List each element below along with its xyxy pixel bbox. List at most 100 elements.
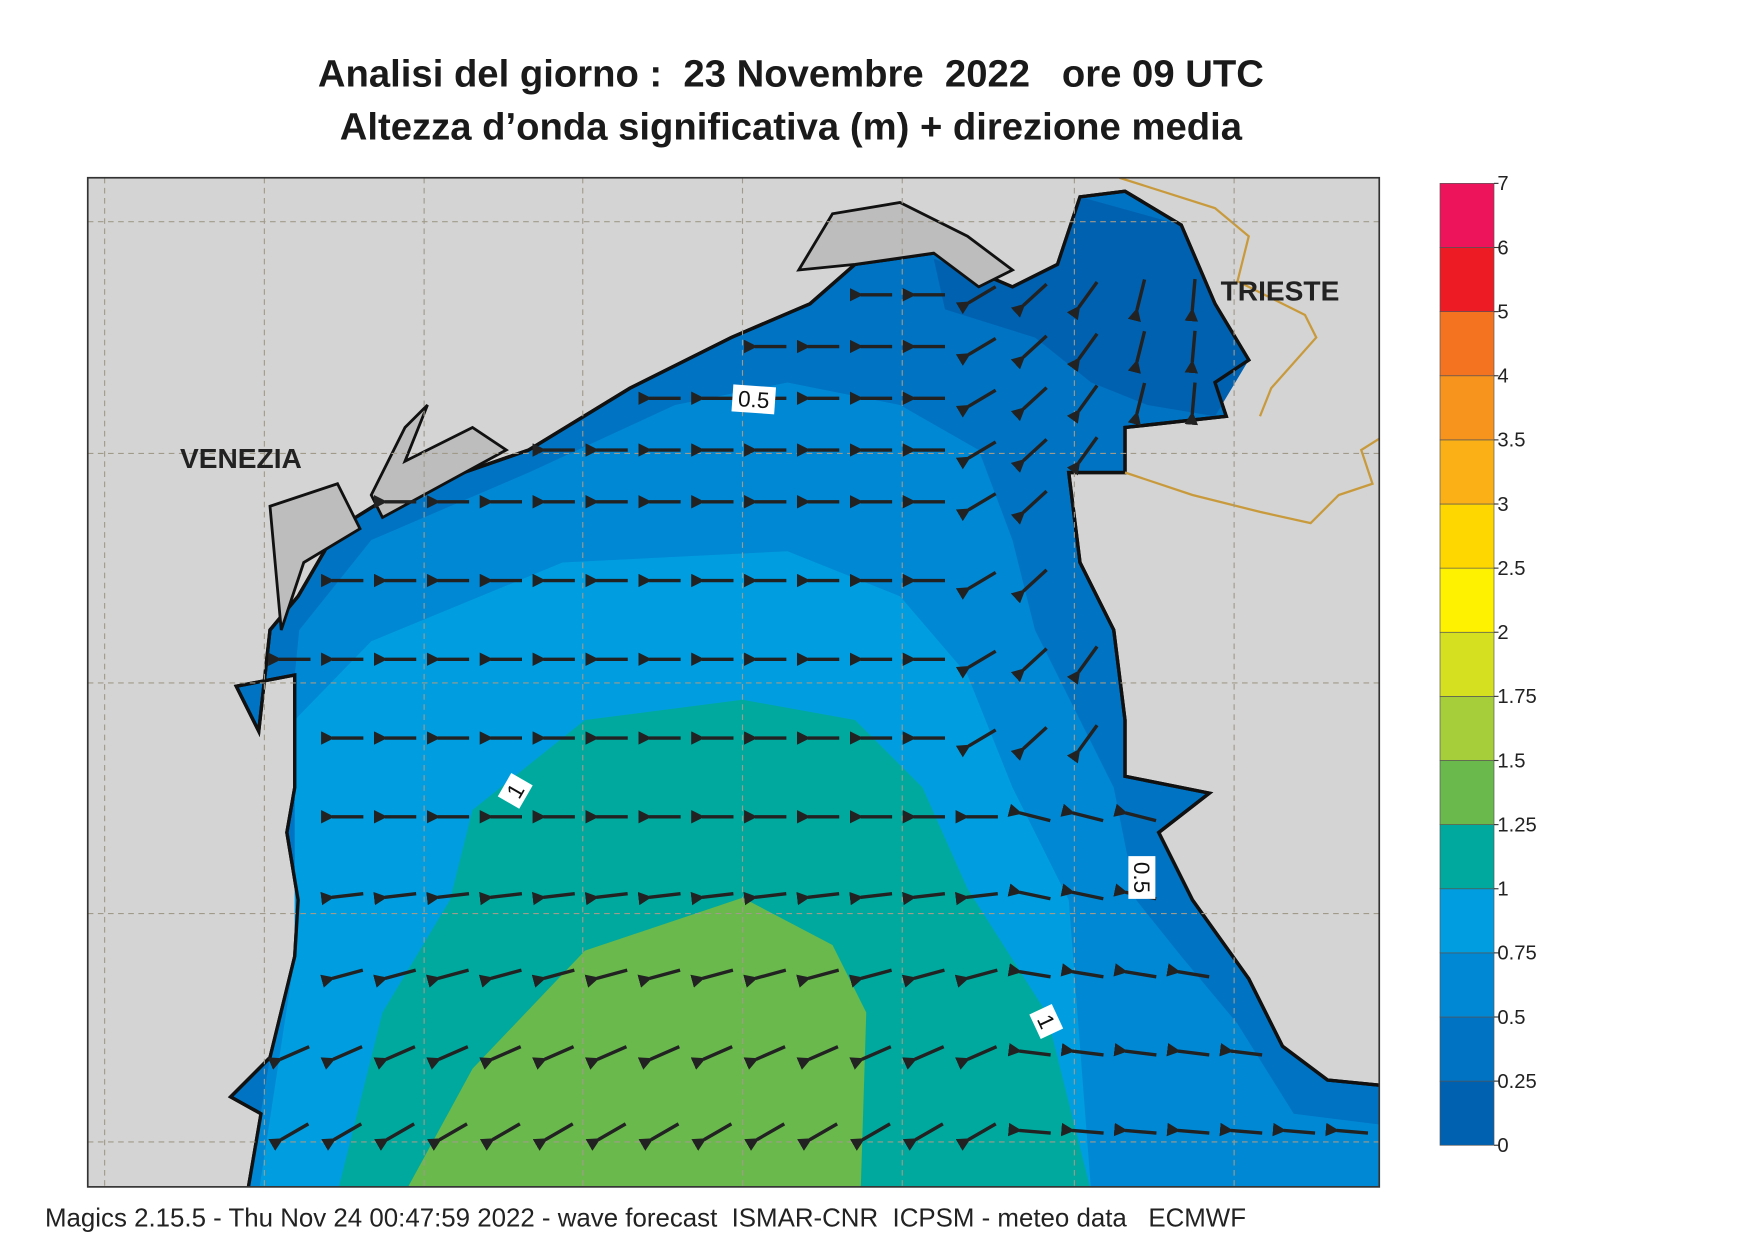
legend-swatch [1439, 1080, 1495, 1146]
arrow [1066, 645, 1099, 685]
arrow [1113, 1122, 1157, 1137]
subtitle: Altezza d’onda significativa (m) + direz… [340, 106, 1243, 149]
arrow [955, 336, 997, 366]
arrow [479, 891, 523, 906]
legend-tick-label: 0 [1497, 1135, 1508, 1157]
arrow [637, 968, 681, 988]
arrow [849, 1045, 892, 1070]
legend-tick-label: 2.5 [1497, 558, 1525, 580]
place-label: TRIESTE [1221, 275, 1340, 306]
arrow [954, 968, 998, 988]
arrow [531, 968, 575, 988]
arrow [1066, 384, 1099, 424]
legend-swatch [1439, 696, 1495, 761]
arrow [425, 968, 470, 988]
arrow [320, 891, 364, 906]
legend-tick-label: 1.75 [1497, 686, 1536, 708]
arrow [955, 570, 997, 600]
legend-tick-label: 7 [1497, 173, 1508, 195]
graticule [87, 177, 1380, 1187]
arrow [955, 440, 997, 470]
wave-zone [408, 897, 867, 1187]
arrow [479, 1122, 521, 1151]
arrow [479, 1045, 522, 1070]
legend-tick-label: 3.5 [1497, 430, 1525, 452]
arrow [1166, 1043, 1210, 1057]
contour-label: 1 [1029, 1004, 1064, 1039]
contour-label-box [1029, 1004, 1064, 1039]
arrow [1060, 883, 1104, 901]
arrow [1007, 883, 1051, 901]
legend-tick-label: 4 [1497, 366, 1508, 388]
arrow [1066, 724, 1099, 764]
legend-tick-label: 0.5 [1497, 1007, 1525, 1029]
legend-tick-label: 1.5 [1497, 750, 1525, 772]
arrow [1066, 332, 1099, 372]
legend-swatch [1439, 439, 1495, 505]
arrow [637, 891, 681, 906]
arrow [850, 1122, 891, 1151]
arrow [321, 1122, 363, 1151]
arrow [797, 1122, 838, 1151]
arrow [426, 891, 470, 906]
map-area [87, 177, 1380, 1187]
arrow [796, 968, 840, 988]
arrow [744, 1122, 786, 1151]
arrow [1007, 963, 1051, 979]
arrow [690, 891, 734, 906]
arrow [1113, 803, 1157, 823]
arrow [1127, 330, 1147, 374]
legend-swatch [1439, 567, 1495, 633]
arrow [1184, 330, 1199, 374]
arrow [427, 1122, 468, 1151]
arrow [848, 968, 893, 988]
legend-tick-label: 6 [1497, 237, 1508, 259]
arrow [1066, 436, 1099, 476]
lagoon-land [268, 201, 1016, 631]
place-label: VENEZIA [180, 443, 302, 474]
arrow [902, 1045, 945, 1070]
legend-swatch [1439, 375, 1495, 441]
legend-tick-label: 1 [1497, 879, 1508, 901]
arrow [320, 968, 364, 988]
arrow [1272, 1122, 1316, 1137]
legend-tick-label: 0.75 [1497, 943, 1536, 965]
legend-swatch [1439, 311, 1495, 377]
arrow [478, 968, 522, 988]
arrow [268, 1122, 310, 1151]
arrow [955, 388, 997, 418]
arrow [955, 728, 997, 758]
contour-label-box [731, 384, 777, 415]
arrow [1113, 963, 1157, 979]
contour-label-text: 0.5 [1129, 862, 1154, 893]
footer: Magics 2.15.5 - Thu Nov 24 00:47:59 2022… [45, 1204, 1246, 1232]
legend-swatch [1439, 503, 1495, 569]
arrow [902, 891, 946, 906]
contour-label: 0.5 [1128, 856, 1156, 899]
arrow [955, 1045, 998, 1070]
legend-swatch [1439, 824, 1495, 890]
arrow [1184, 382, 1199, 426]
legend-swatch [1439, 247, 1495, 312]
arrow [426, 1045, 469, 1070]
arrow [584, 891, 628, 906]
arrow [1166, 963, 1210, 979]
arrow [743, 891, 787, 906]
arrow [1325, 1122, 1369, 1137]
arrow [954, 891, 998, 906]
arrow [690, 1045, 733, 1070]
contour-label-box [497, 772, 533, 809]
arrow [1184, 278, 1199, 322]
arrow [1010, 282, 1048, 318]
arrow [743, 1045, 786, 1070]
map-frame [86, 176, 1381, 1188]
color-legend: 0 0.25 0.5 0.75 1 1.25 1.5 1.75 2 2.5 3 3.5 4 5 6 7 [1439, 173, 1537, 1157]
arrow [955, 1122, 997, 1151]
arrow [955, 649, 997, 679]
legend-tick-label: 5 [1497, 301, 1508, 323]
arrow [849, 891, 893, 906]
arrow [532, 1045, 575, 1070]
legend-swatch [1439, 631, 1495, 697]
legend-tick-label: 0.25 [1497, 1071, 1536, 1093]
arrow [743, 968, 787, 988]
